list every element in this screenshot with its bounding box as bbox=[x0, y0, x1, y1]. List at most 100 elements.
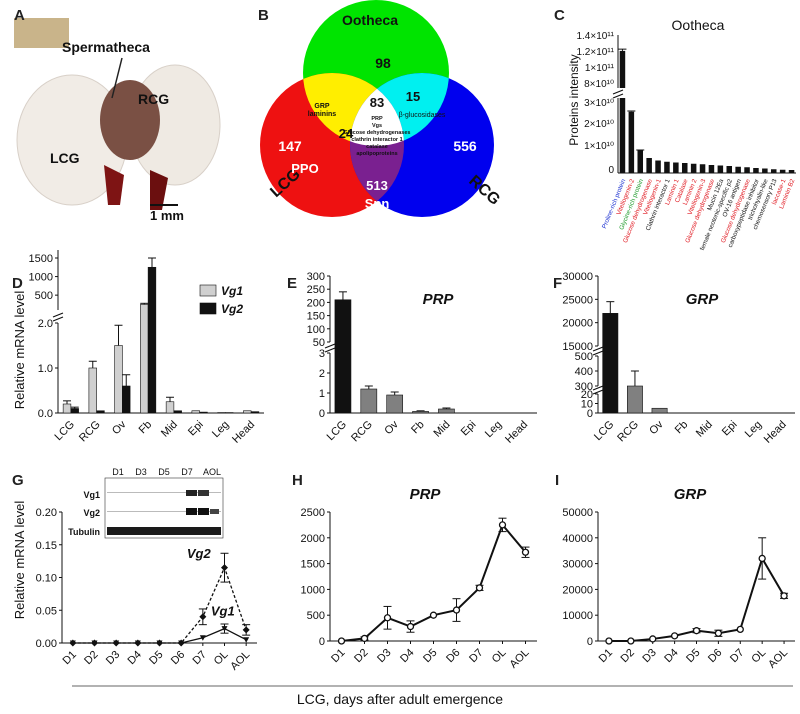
blot-row-label: Tubulin bbox=[68, 527, 100, 537]
chart-d-bar-vg2 bbox=[174, 411, 182, 413]
chart-e-category-label: Leg bbox=[483, 419, 504, 440]
chart-e-category-label: Ov bbox=[382, 418, 401, 437]
chart-d-legend-swatch bbox=[200, 285, 216, 296]
chart-h-point bbox=[477, 585, 483, 591]
chart-e-title: PRP bbox=[423, 291, 455, 308]
chart-d-category-label: Leg bbox=[210, 419, 231, 440]
blot-vg1-band bbox=[186, 490, 197, 496]
chart-h-tick-label: 1500 bbox=[301, 559, 325, 571]
venn-label-line: catalase bbox=[366, 144, 388, 150]
chart-c-bar bbox=[726, 166, 732, 173]
chart-d-bar-vg1 bbox=[192, 411, 200, 413]
chart-c-lower-tick: 3×10¹⁰ bbox=[584, 98, 614, 109]
lcg-label: LCG bbox=[50, 150, 80, 166]
chart-c-bar bbox=[771, 169, 777, 173]
chart-i-tick-label: 10000 bbox=[562, 610, 593, 622]
panel-letter-f: F bbox=[553, 275, 562, 292]
chart-c-upper-tick: 8×10¹⁰ bbox=[584, 79, 614, 90]
chart-g-point bbox=[221, 564, 228, 571]
blot-row-label: Vg2 bbox=[83, 508, 100, 518]
blot-vg2-band bbox=[186, 508, 197, 515]
chart-h-point bbox=[339, 638, 345, 644]
chart-h-point bbox=[454, 607, 460, 613]
axis-break-mark bbox=[593, 390, 603, 394]
chart-c-bar bbox=[664, 162, 670, 173]
lcg-rcg-count: 513 bbox=[366, 178, 388, 193]
western-blot-inset: D1 D3 D5 D7 AOL Vg1 Vg2 Tubulin bbox=[68, 467, 223, 538]
chart-c-bar bbox=[762, 169, 768, 174]
chart-h-point bbox=[385, 615, 391, 621]
chart-f-tick-label: 20000 bbox=[562, 318, 593, 330]
lcg-rcg-label: Spn bbox=[365, 196, 390, 211]
chart-i-title: GRP bbox=[674, 486, 708, 503]
axis-break-mark bbox=[53, 317, 63, 321]
chart-e-tick-label: 50 bbox=[313, 337, 325, 349]
chart-e-tick-label: 200 bbox=[307, 297, 325, 309]
rcg-only-count: 556 bbox=[453, 138, 477, 154]
blot-lane-label: D5 bbox=[158, 467, 170, 477]
blot-lane-label: D7 bbox=[181, 467, 193, 477]
chart-c-bar bbox=[744, 167, 750, 173]
chart-h-x-tick-label: D2 bbox=[352, 647, 370, 665]
chart-f-title: GRP bbox=[686, 291, 720, 308]
axis-break-mark bbox=[613, 94, 623, 98]
chart-c-bar bbox=[620, 98, 626, 173]
chart-g-tick-label: 0.05 bbox=[36, 605, 57, 617]
chart-i-point bbox=[628, 638, 634, 644]
chart-c-bar bbox=[780, 170, 786, 173]
chart-d-bar-vg2 bbox=[200, 412, 208, 413]
chart-f: GRP0102030040050015000200002500030000LCG… bbox=[562, 271, 795, 446]
chart-d-bar-vg2 bbox=[97, 411, 105, 413]
chart-g-x-tick-label: D6 bbox=[169, 649, 187, 667]
chart-c-bar bbox=[637, 151, 643, 174]
chart-d-bar-vg1 bbox=[243, 411, 251, 413]
panel-letter-g: G bbox=[12, 472, 24, 489]
ootheca-rcg-label: β-glucosidases bbox=[399, 112, 446, 119]
axis-break-mark bbox=[53, 313, 63, 317]
chart-i-point bbox=[737, 626, 743, 632]
chart-f-tick-label: 300 bbox=[575, 381, 593, 393]
chart-c-bar bbox=[682, 163, 688, 173]
chart-h-point bbox=[431, 612, 437, 618]
blot-lane-label: D3 bbox=[135, 467, 147, 477]
ootheca-only-count: 98 bbox=[375, 55, 391, 71]
chart-c-lower-tick: 2×10¹⁰ bbox=[584, 119, 614, 130]
chart-i-point bbox=[672, 633, 678, 639]
chart-d-category-label: Epi bbox=[186, 419, 206, 439]
chart-e-bar bbox=[387, 395, 403, 413]
venn-label-line: GRP bbox=[314, 103, 330, 110]
chart-f-bar bbox=[652, 408, 667, 413]
venn-label-line: apolipoproteins bbox=[356, 151, 397, 157]
chart-d: Relative mRNA level0.01.02.050010001500L… bbox=[12, 250, 264, 446]
chart-g-x-tick-label: AOL bbox=[228, 649, 252, 673]
chart-h-point bbox=[362, 635, 368, 641]
chart-h-tick-label: 500 bbox=[307, 610, 325, 622]
chart-i-tick-label: 30000 bbox=[562, 559, 593, 571]
chart-c-lower-tick: 0 bbox=[608, 165, 614, 176]
venn-label-line: Vgs bbox=[372, 123, 382, 129]
chart-c-bar bbox=[718, 166, 724, 174]
chart-g-tick-label: 0.20 bbox=[36, 507, 57, 519]
chart-i-x-tick-label: AOL bbox=[766, 647, 790, 671]
chart-d-category-label: Head bbox=[230, 419, 257, 446]
chart-d-bar-vg1 bbox=[140, 304, 148, 413]
chart-i-tick-label: 40000 bbox=[562, 533, 593, 545]
chart-e-tick-label: 1 bbox=[319, 388, 325, 400]
chart-c-bar bbox=[646, 158, 652, 173]
chart-c-lower-tick: 1×10¹⁰ bbox=[584, 141, 614, 152]
chart-i-tick-label: 20000 bbox=[562, 584, 593, 596]
spermatheca-label: Spermatheca bbox=[62, 39, 150, 55]
chart-h-tick-label: 2000 bbox=[301, 533, 325, 545]
chart-e-bar bbox=[438, 409, 454, 413]
chart-d-bar-vg1 bbox=[166, 402, 174, 413]
chart-d-bar-vg2 bbox=[71, 409, 79, 414]
chart-d-category-label: Mid bbox=[159, 419, 180, 440]
chart-i-point bbox=[715, 630, 721, 636]
chart-e-category-label: Head bbox=[503, 419, 530, 446]
chart-d-bar-vg1 bbox=[115, 346, 123, 414]
chart-g-x-tick-label: D4 bbox=[126, 649, 144, 667]
chart-h-series-line bbox=[342, 525, 526, 641]
axis-break-mark bbox=[593, 386, 603, 390]
